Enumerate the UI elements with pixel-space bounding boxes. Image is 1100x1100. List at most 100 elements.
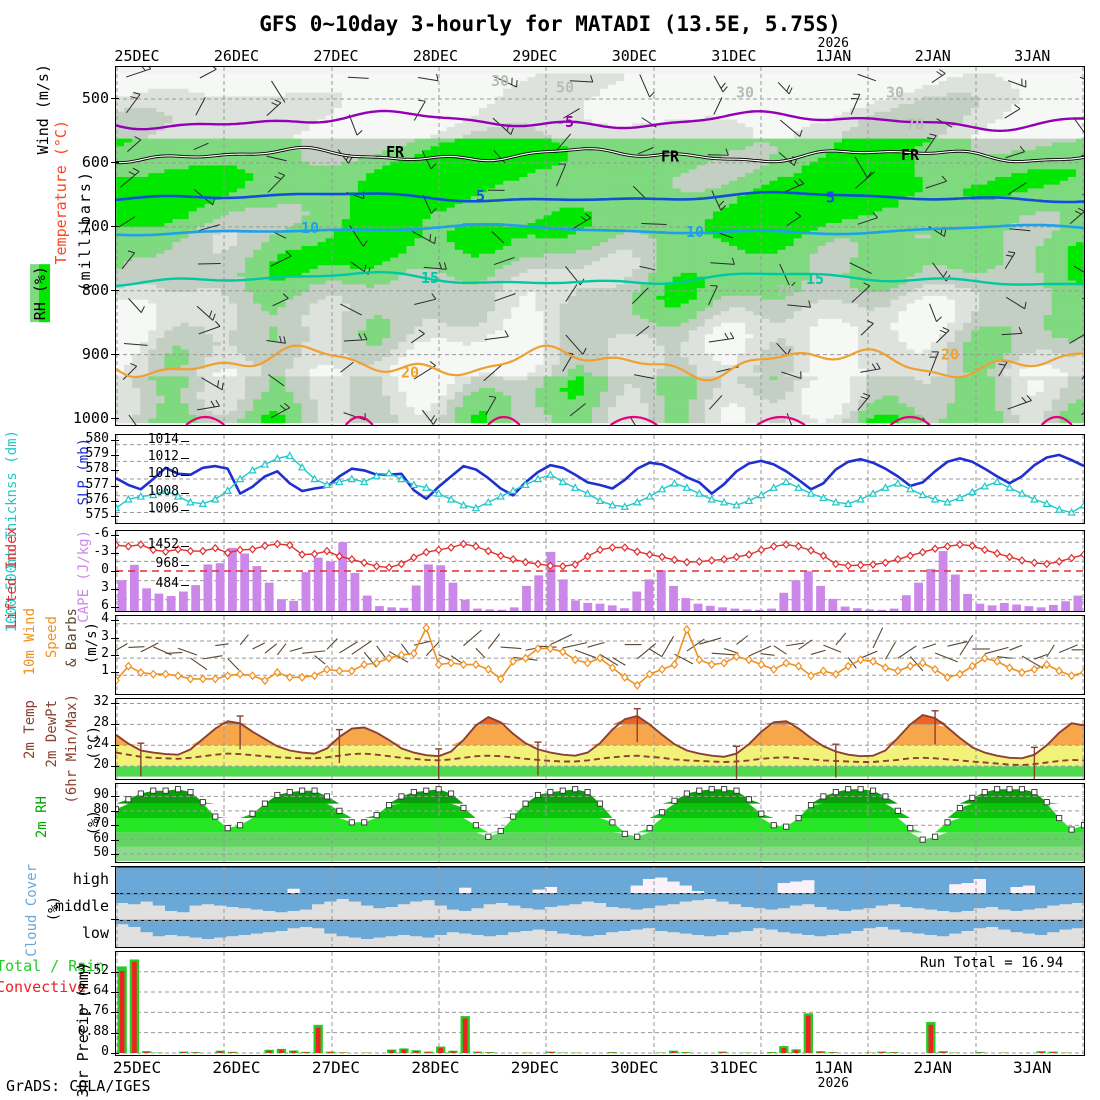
tick-mark bbox=[111, 637, 119, 639]
upper-air-panel: -5 FR FR FR 5 5 10 10 15 15 20 20 30 50 30 70 30 70 bbox=[115, 66, 1085, 426]
tick-mark bbox=[111, 515, 119, 517]
slp-thickness-panel bbox=[115, 434, 1085, 524]
tick-mark bbox=[111, 672, 119, 674]
tick-label: 70 bbox=[93, 816, 109, 832]
tick-label: 576 bbox=[85, 491, 109, 507]
tick-mark bbox=[111, 766, 119, 768]
contour-label: 30 bbox=[886, 84, 904, 102]
tick-label: 1012 bbox=[147, 449, 179, 465]
date-label-2jan: 2JAN bbox=[914, 47, 951, 65]
tick-label: 60 bbox=[93, 830, 109, 846]
bottom-date-axis: 25DEC 26DEC 27DEC 28DEC 29DEC 30DEC 31DEC 1JAN 2… bbox=[113, 1058, 1085, 1080]
tick-label: 24 bbox=[93, 736, 109, 752]
tick-mark bbox=[181, 565, 189, 567]
contour-label: 15 bbox=[421, 269, 439, 287]
contour-label: 50 bbox=[556, 78, 574, 96]
date-label-30dec: 30DEC bbox=[611, 47, 657, 65]
tick-label: 1010 bbox=[147, 466, 179, 482]
tick-mark bbox=[181, 458, 189, 460]
date-label-29dec: 29DEC bbox=[510, 1058, 559, 1077]
tick-mark bbox=[111, 455, 119, 457]
rh-panel bbox=[115, 783, 1085, 863]
tick-label: 700 bbox=[81, 216, 109, 235]
tick-mark bbox=[111, 161, 119, 163]
tick-mark bbox=[111, 854, 119, 856]
tick-mark bbox=[111, 485, 119, 487]
tick-mark bbox=[111, 225, 119, 227]
cape-lifted-panel bbox=[115, 530, 1085, 612]
date-label-26dec: 26DEC bbox=[212, 1058, 261, 1077]
tick-label: 0.88 bbox=[77, 1023, 109, 1039]
tick-label: 4 bbox=[101, 611, 109, 627]
tick-mark bbox=[111, 440, 119, 442]
contour-label: 30 bbox=[736, 84, 754, 102]
tick-mark bbox=[111, 992, 119, 994]
tick-mark bbox=[111, 866, 119, 867]
tick-mark bbox=[111, 353, 119, 355]
axis-label-rh2m: 2m RH bbox=[34, 796, 50, 839]
contour-label: 15 bbox=[806, 270, 824, 288]
tick-mark bbox=[111, 534, 119, 536]
top-date-axis: 25DEC 26DEC 27DEC 28DEC 29DEC 30DEC 31DEC 1JAN 2… bbox=[114, 47, 1085, 67]
contour-label: 10 bbox=[301, 219, 319, 237]
tick-label: 1014 bbox=[147, 432, 179, 448]
cloud-row-label-middle: middle bbox=[54, 897, 109, 915]
tick-label: 580 bbox=[85, 431, 109, 447]
tick-label: 800 bbox=[81, 280, 109, 299]
axis-label-upper-wind: Wind (m/s) bbox=[34, 64, 52, 155]
tick-label: 3 bbox=[101, 628, 109, 644]
axis-label-temp2m: 2m Temp bbox=[22, 700, 38, 760]
date-label-27dec: 27DEC bbox=[311, 1058, 361, 1077]
tick-label: 0 bbox=[101, 562, 109, 577]
tick-mark bbox=[111, 589, 119, 591]
contour-label: 20 bbox=[941, 346, 959, 364]
date-label-25dec: 25DEC bbox=[114, 47, 160, 65]
tick-mark bbox=[111, 724, 119, 726]
tick-mark bbox=[111, 607, 119, 609]
cloud-panel bbox=[115, 866, 1085, 948]
axis-label-lifted-index: Lifted Index bbox=[4, 527, 20, 629]
tick-mark bbox=[111, 620, 119, 622]
tick-mark bbox=[111, 1032, 119, 1034]
date-label-1jan: 1JAN bbox=[815, 47, 852, 65]
page-title: GFS 0~10day 3-hourly for MATADI (13.5E, … bbox=[259, 12, 841, 36]
tick-label: -6 bbox=[93, 525, 109, 541]
tick-label: 600 bbox=[81, 152, 109, 171]
tick-mark bbox=[111, 810, 119, 812]
tick-label: 578 bbox=[85, 461, 109, 477]
cloud-row-label-low: low bbox=[81, 923, 109, 942]
tick-label: -3 bbox=[93, 543, 109, 559]
tick-mark bbox=[181, 475, 189, 477]
tick-label: 6 bbox=[101, 598, 109, 614]
tick-mark bbox=[111, 1053, 119, 1054]
tick-mark bbox=[111, 825, 119, 827]
cloud-row-label-high: high bbox=[72, 870, 109, 889]
temp-panel bbox=[115, 698, 1085, 780]
tick-label: 500 bbox=[81, 88, 109, 107]
date-label-25dec: 25DEC bbox=[112, 1058, 162, 1077]
contour-label: 20 bbox=[401, 364, 419, 382]
tick-mark bbox=[111, 571, 119, 572]
tick-mark bbox=[111, 839, 119, 841]
year-label-bottom: 2026 bbox=[817, 1076, 849, 1091]
date-label-28dec: 28DEC bbox=[412, 47, 458, 65]
tick-label: 900 bbox=[81, 344, 109, 363]
tick-label: 2.64 bbox=[77, 983, 109, 999]
tick-label: 0 bbox=[101, 1044, 109, 1059]
tick-mark bbox=[111, 655, 119, 657]
date-label-26dec: 26DEC bbox=[213, 47, 260, 65]
tick-label: 577 bbox=[85, 476, 109, 492]
date-label-2jan: 2JAN bbox=[913, 1058, 953, 1077]
tick-label: 32 bbox=[93, 694, 109, 710]
date-label-27dec: 27DEC bbox=[313, 47, 359, 65]
year-label: 2026 bbox=[817, 36, 849, 51]
axis-label-precip-conv: Convective bbox=[0, 978, 87, 996]
tick-mark bbox=[111, 1012, 119, 1014]
tick-mark bbox=[181, 546, 189, 547]
contour-label: 30 bbox=[491, 72, 509, 90]
date-label-3jan: 3JAN bbox=[1014, 47, 1051, 65]
tick-label: 20 bbox=[93, 757, 109, 773]
tick-label: 1.76 bbox=[77, 1003, 109, 1019]
tick-label: 90 bbox=[93, 787, 109, 803]
tick-label: 968 bbox=[155, 556, 179, 572]
